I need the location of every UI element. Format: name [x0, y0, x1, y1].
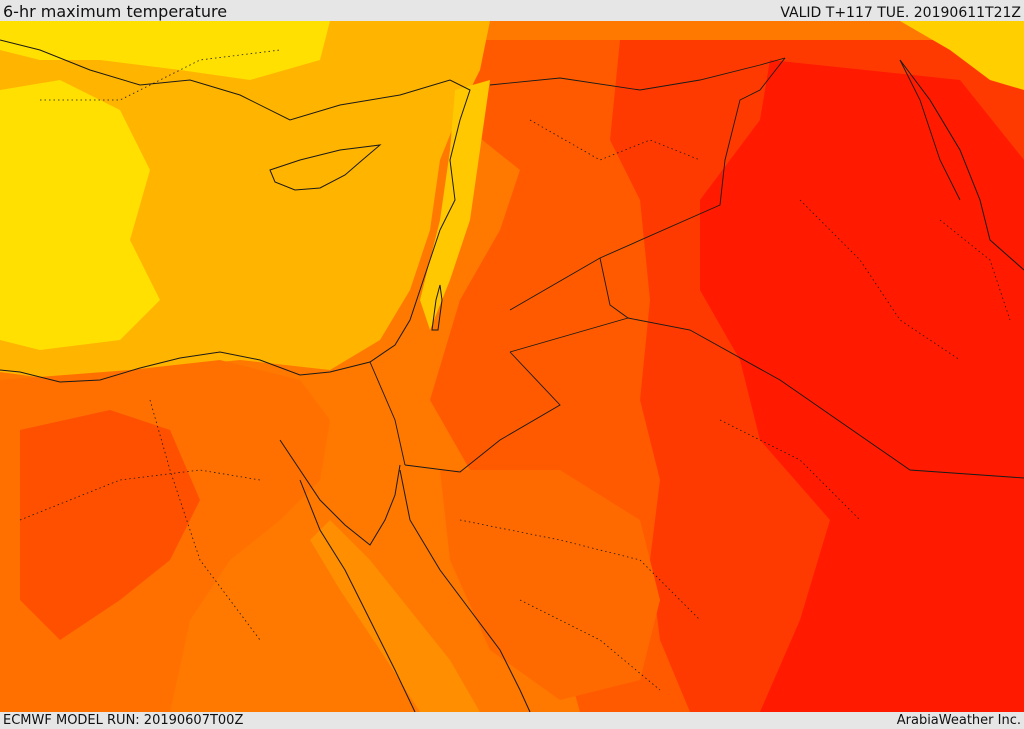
- temperature-map[interactable]: [0, 21, 1024, 712]
- border-jordan-iraq: [509, 257, 630, 353]
- country-borders: [369, 57, 1024, 479]
- field-coolest-west: [0, 80, 160, 350]
- dead-sea-outline: [431, 284, 443, 331]
- field-arabia-interior: [440, 470, 660, 700]
- admin-egypt-2: [149, 399, 261, 641]
- admin-saudi-1: [459, 519, 701, 621]
- coast-persian-gulf: [899, 59, 1024, 271]
- field-red-sea: [310, 520, 480, 712]
- admin-iran-1: [939, 219, 1011, 321]
- valid-time: VALID T+117 TUE. 20190611T21Z: [780, 5, 1021, 21]
- header-bar: 6-hr maximum temperature VALID T+117 TUE…: [0, 0, 1024, 21]
- coast-red-sea-west: [299, 479, 416, 712]
- footer-bar: ECMWF MODEL RUN: 20190607T00Z ArabiaWeat…: [0, 712, 1024, 729]
- admin-borders: [19, 49, 1011, 691]
- border-iraq-iran: [899, 59, 961, 201]
- coast-turkey-south: [0, 39, 471, 231]
- coast-levant: [0, 229, 441, 383]
- field-coolest-north: [0, 21, 330, 80]
- border-iraq-saudi: [627, 317, 1024, 479]
- model-run-label: ECMWF MODEL RUN: 20190607T00Z: [3, 713, 244, 728]
- field-levant-strip: [420, 80, 490, 330]
- coast-sinai-gulf-suez: [279, 439, 401, 546]
- border-turkey-syria: [489, 57, 786, 91]
- coastlines: [0, 39, 1024, 712]
- temperature-field: [0, 21, 1024, 712]
- field-coolest-ne: [900, 21, 1024, 90]
- border-egypt-israel: [369, 361, 406, 466]
- cyprus-outline: [269, 144, 382, 191]
- map-title: 6-hr maximum temperature: [3, 2, 228, 21]
- border-jordan-saudi: [404, 351, 561, 473]
- coast-red-sea-east: [399, 469, 531, 712]
- credit-label: ArabiaWeather Inc.: [896, 713, 1021, 728]
- field-hottest-band: [700, 60, 1024, 712]
- field-egypt-hot: [20, 410, 200, 640]
